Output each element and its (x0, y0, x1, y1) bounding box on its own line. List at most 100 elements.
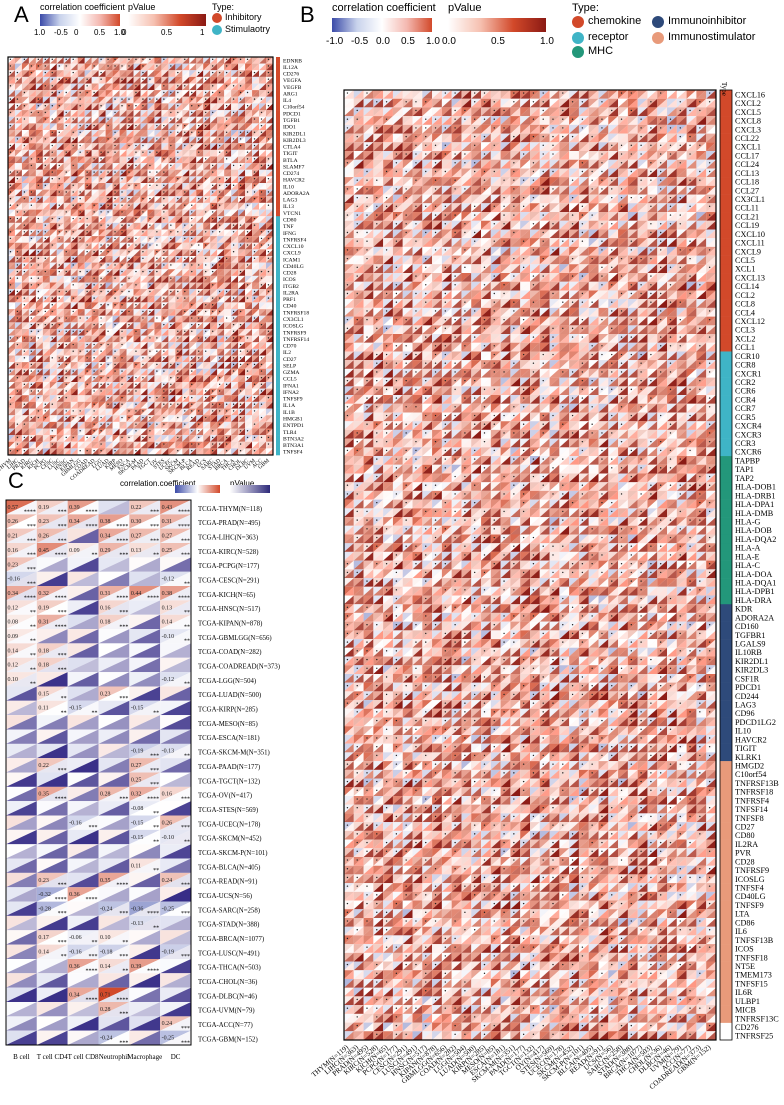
pvalue-triangle (245, 123, 253, 130)
pvalue-triangle (70, 176, 78, 184)
pvalue-triangle (112, 163, 120, 170)
pvalue-triangle (91, 70, 99, 77)
pvalue-triangle (154, 90, 162, 97)
correlation-triangle (231, 169, 239, 177)
significance-dot (149, 357, 151, 359)
significance-dot (170, 118, 172, 120)
significance-dot (177, 98, 179, 100)
significance-dot (184, 264, 186, 266)
significance-dot (211, 85, 214, 87)
correlation-triangle (259, 70, 267, 77)
correlation-triangle (245, 176, 253, 184)
correlation-triangle (196, 136, 204, 144)
correlation-triangle (231, 149, 239, 157)
pvalue-triangle (77, 57, 85, 64)
pvalue-triangle (252, 183, 260, 190)
correlation-triangle (14, 176, 22, 184)
correlation-triangle (49, 70, 57, 77)
significance-dot (253, 244, 256, 246)
correlation-triangle (231, 136, 239, 144)
correlation-triangle (28, 136, 36, 144)
significance-dot (128, 98, 130, 100)
correlation-triangle (217, 123, 225, 130)
significance-dot (225, 383, 228, 386)
pvalue-triangle (147, 169, 155, 177)
significance-dot (191, 211, 193, 213)
correlation-triangle (154, 143, 162, 150)
correlation-triangle (140, 110, 148, 117)
correlation-triangle (14, 83, 22, 91)
significance-dot (225, 337, 228, 339)
pvalue-triangle (147, 76, 155, 84)
pvalue-triangle (259, 183, 267, 190)
significance-dot (37, 290, 40, 293)
significance-dot (246, 370, 249, 372)
significance-dot (198, 151, 200, 153)
pvalue-triangle (14, 63, 22, 71)
pvalue-triangle (259, 103, 267, 111)
correlation-triangle (35, 156, 43, 164)
significance-dot (184, 310, 186, 313)
significance-dot (72, 217, 74, 220)
correlation-triangle (119, 169, 127, 177)
pvalue-triangle (42, 103, 50, 111)
pvalue-triangle (98, 156, 106, 164)
significance-dot (9, 403, 12, 405)
pvalue-triangle (231, 176, 239, 184)
pvalue-triangle (98, 129, 106, 137)
correlation-triangle (140, 83, 148, 91)
pvalue-triangle (217, 83, 225, 91)
correlation-triangle (14, 169, 22, 177)
significance-dot (184, 124, 186, 127)
correlation-triangle (126, 163, 134, 170)
pvalue-triangle (182, 76, 190, 84)
correlation-triangle (84, 156, 92, 164)
pvalue-triangle (70, 156, 78, 164)
correlation-triangle (196, 63, 204, 71)
correlation-triangle (217, 83, 225, 91)
significance-dot (191, 390, 193, 392)
correlation-triangle (119, 83, 127, 91)
pvalue-triangle (238, 149, 246, 157)
pvalue-triangle (154, 143, 162, 150)
significance-dot (163, 138, 165, 140)
significance-dot (191, 98, 193, 100)
pvalue-triangle (147, 176, 155, 184)
significance-dot (239, 363, 242, 366)
pvalue-triangle (105, 63, 113, 71)
significance-dot (114, 204, 116, 206)
significance-dot (79, 151, 81, 153)
pvalue-triangle (217, 156, 225, 164)
pvalue-triangle (140, 90, 148, 97)
significance-dot (246, 204, 249, 206)
significance-dot (44, 164, 47, 167)
correlation-triangle (210, 63, 218, 71)
significance-dot (121, 377, 123, 379)
pvalue-triangle (35, 169, 43, 177)
significance-dot (218, 264, 221, 266)
pvalue-triangle (147, 163, 155, 170)
significance-dot (37, 264, 40, 266)
pvalue-triangle (203, 57, 211, 64)
pvalue-triangle (56, 103, 64, 111)
pvalue-triangle (133, 96, 141, 104)
pvalue-triangle (238, 143, 246, 150)
significance-dot (218, 403, 221, 405)
significance-dot (260, 377, 263, 379)
pvalue-triangle (168, 90, 176, 97)
significance-dot (114, 277, 116, 279)
significance-dot (198, 124, 200, 127)
pvalue-triangle (182, 70, 190, 77)
significance-dot (51, 244, 53, 246)
significance-dot (246, 231, 249, 233)
significance-dot (232, 363, 235, 366)
correlation-triangle (224, 90, 232, 97)
pvalue-triangle (245, 149, 253, 157)
significance-dot (37, 337, 40, 339)
significance-dot (44, 158, 47, 160)
legend-tick-label: 1 (200, 28, 205, 37)
significance-dot (58, 191, 60, 193)
significance-dot (16, 98, 19, 100)
correlation-triangle (210, 110, 218, 117)
significance-dot (30, 264, 33, 266)
